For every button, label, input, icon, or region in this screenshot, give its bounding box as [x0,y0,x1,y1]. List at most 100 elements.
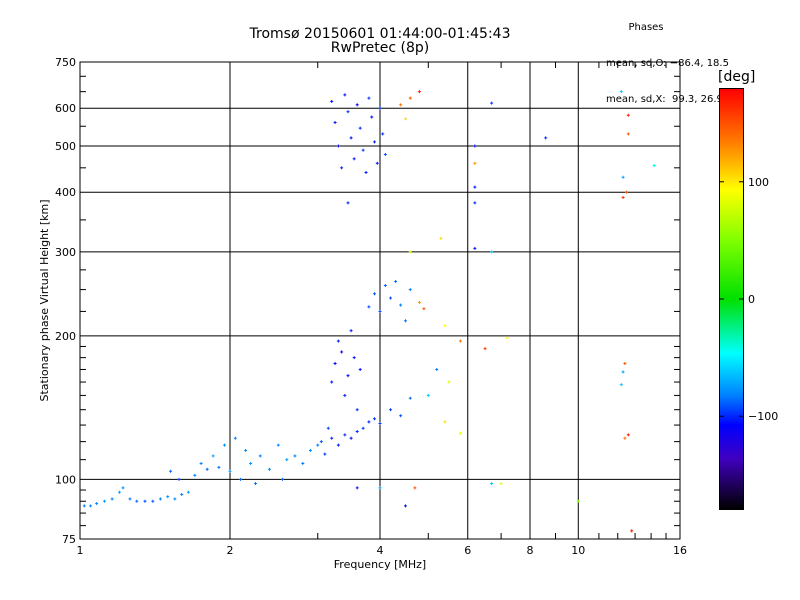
data-point [340,350,344,354]
data-point [223,443,227,447]
data-point [630,529,634,533]
x-tick-label: 6 [464,544,471,557]
data-point [544,136,548,140]
data-point [358,126,362,130]
data-point [370,115,374,119]
data-point [336,144,340,148]
x-tick-label: 10 [571,544,585,557]
data-point [333,121,337,125]
data-point [426,393,430,397]
data-point [308,448,312,452]
data-point [490,482,494,486]
data-point [367,305,371,309]
data-point [626,132,630,136]
y-tick-label: 600 [55,102,76,115]
data-point [151,499,155,503]
colorbar-tick-label: 100 [748,176,769,189]
data-point [177,477,181,481]
data-point [276,443,280,447]
data-point [103,499,107,503]
data-point [244,448,248,452]
stats-line-o: mean, sd,O: −86.4, 18.5 [606,58,729,69]
data-point [352,157,356,161]
data-point [399,303,403,307]
data-point [199,461,203,465]
data-point [383,152,387,156]
data-point [383,283,387,287]
data-point [326,426,330,430]
data-point [343,393,347,397]
data-point [483,347,487,351]
data-point [349,436,353,440]
data-point [336,443,340,447]
data-point [373,292,377,296]
data-point [186,490,190,494]
data-point [89,504,93,508]
y-tick-label: 400 [55,186,76,199]
data-point [343,433,347,437]
colorbar-unit-label: [deg] [718,69,756,85]
data-point [435,367,439,371]
data-point [373,140,377,144]
data-point [447,380,451,384]
chart-title: Tromsø 20150601 01:44:00-01:45:43 [249,26,511,42]
colorbar-tick-label: −100 [748,410,778,423]
data-point [473,161,477,165]
data-point [349,136,353,140]
data-point [355,486,359,490]
data-point [403,319,407,323]
data-point [458,339,462,343]
data-point [173,497,177,501]
data-point [499,482,503,486]
data-point [443,420,447,424]
data-point [408,288,412,292]
data-point [378,309,382,313]
data-point [439,236,443,240]
data-point [239,477,243,481]
data-point [330,436,334,440]
x-axis-label: Frequency [MHz] [334,558,426,571]
data-point [316,443,320,447]
data-point [623,436,627,440]
data-point [82,504,86,508]
data-point [408,96,412,100]
data-point [364,170,368,174]
data-point [110,497,114,501]
data-point [95,502,99,506]
data-point [135,499,139,503]
colorbar-tick-label: 0 [748,293,755,306]
data-point [117,490,121,494]
data-point [458,431,462,435]
data-point [505,336,509,340]
data-point [394,279,398,283]
data-point [413,486,417,490]
data-point [228,469,232,473]
data-point [399,103,403,107]
data-point [355,430,359,434]
data-point [625,190,629,194]
data-point [355,408,359,412]
data-point [389,408,393,412]
data-point [258,454,262,458]
data-point [619,383,623,387]
data-point [333,361,337,365]
data-point [619,90,623,94]
data-point [336,339,340,343]
data-point [408,396,412,400]
data-point [285,458,289,462]
data-point [621,195,625,199]
data-point [352,356,356,360]
data-point [346,110,350,114]
y-tick-label: 75 [62,533,76,546]
data-point [343,93,347,97]
data-point [323,452,327,456]
data-point [403,117,407,121]
data-point [205,467,209,471]
data-point [576,499,580,503]
data-point [361,426,365,430]
data-point [473,201,477,205]
data-point [180,492,184,496]
y-tick-label: 200 [55,330,76,343]
data-point [375,161,379,165]
